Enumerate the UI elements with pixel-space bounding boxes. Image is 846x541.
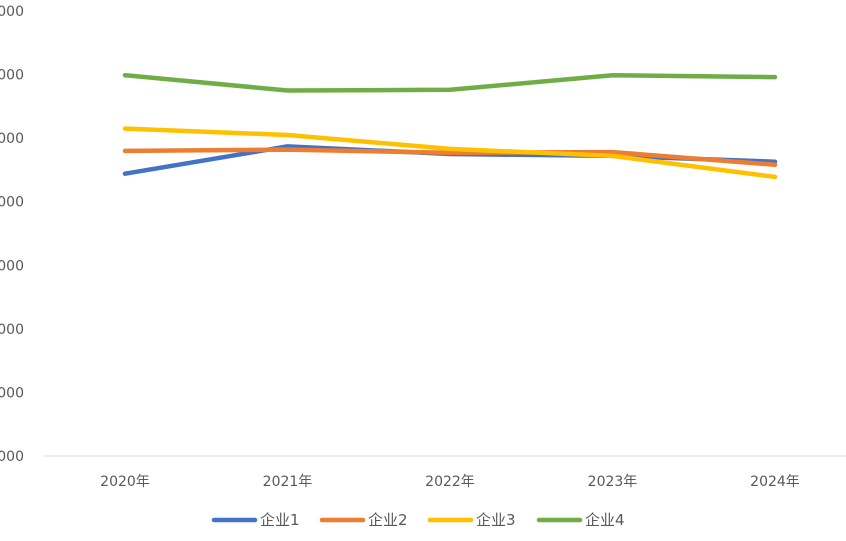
- y-tick-label: 000: [0, 195, 24, 211]
- legend-item: 企业3: [427, 511, 516, 529]
- x-tick-label: 2020年: [100, 474, 150, 490]
- y-tick-label: 000: [0, 68, 24, 84]
- x-tick-label: 2022年: [425, 474, 475, 490]
- x-tick-label: 2021年: [263, 474, 313, 490]
- y-tick-label: 000: [0, 322, 24, 338]
- y-axis-ticks: 000 000 000 000 000 000 000 000: [0, 4, 24, 465]
- x-tick-label: 2023年: [588, 474, 638, 490]
- legend-label: 企业2: [368, 511, 408, 529]
- y-tick-label: 000: [0, 4, 24, 20]
- y-tick-label: 000: [0, 449, 24, 465]
- legend-label: 企业1: [260, 511, 300, 529]
- series-line-3: [122, 126, 778, 180]
- y-tick-label: 000: [0, 258, 24, 274]
- x-tick-label: 2024年: [750, 474, 800, 490]
- series-lines: [122, 72, 778, 180]
- legend-item: 企业4: [536, 511, 625, 529]
- legend-item: 企业2: [319, 511, 408, 529]
- legend: 企业1 企业2 企业3 企业4: [211, 511, 625, 529]
- legend-label: 企业4: [585, 511, 625, 529]
- x-axis-ticks: 2020年 2021年 2022年 2023年 2024年: [100, 474, 800, 490]
- y-tick-label: 000: [0, 131, 24, 147]
- legend-label: 企业3: [476, 511, 516, 529]
- series-line-2: [122, 147, 778, 168]
- legend-item: 企业1: [211, 511, 300, 529]
- y-tick-label: 000: [0, 385, 24, 401]
- series-line-4: [122, 72, 778, 93]
